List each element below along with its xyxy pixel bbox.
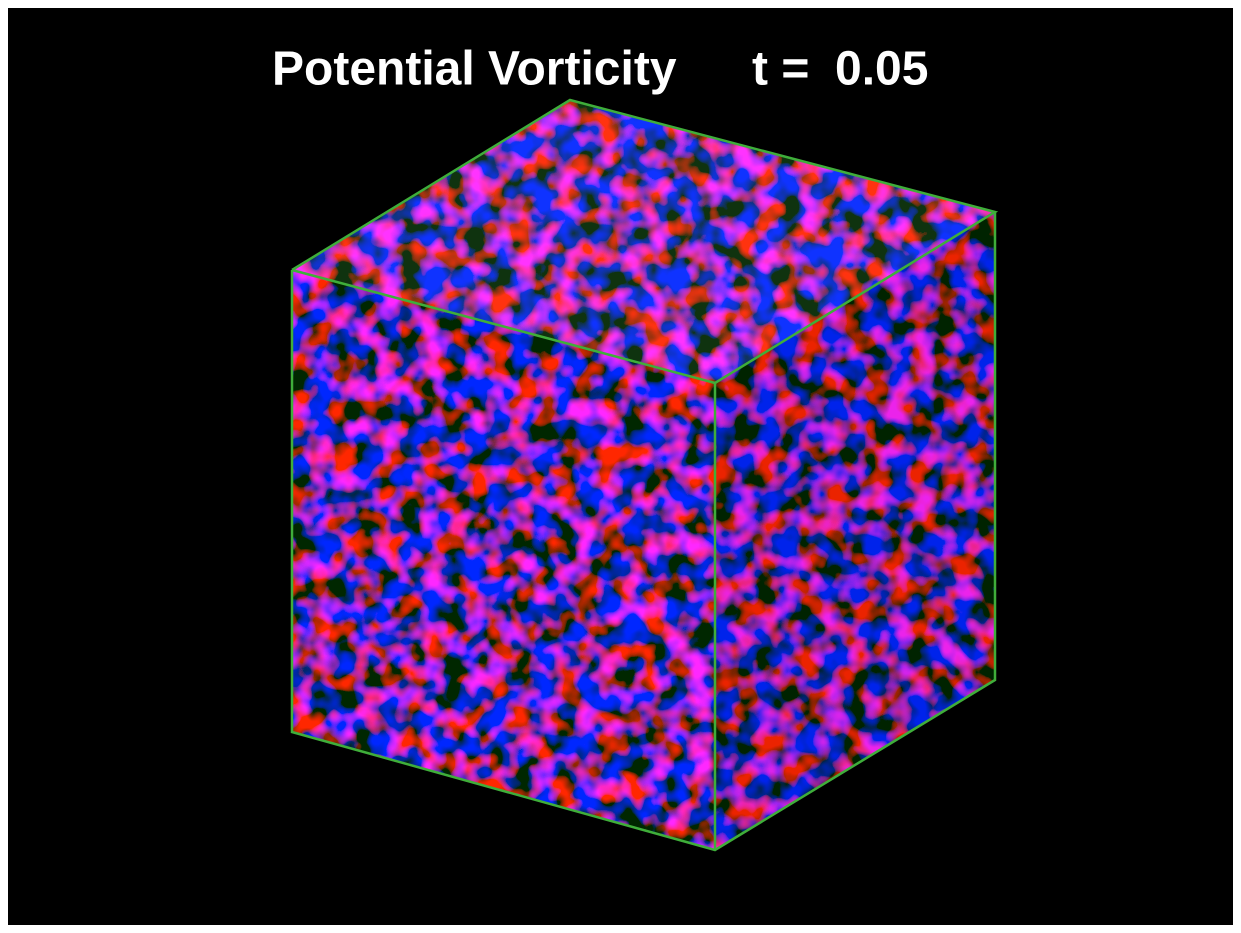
page: Potential Vorticity t = 0.05 (() => { co… — [0, 0, 1241, 933]
time-label: t = — [752, 43, 809, 96]
time-value: 0.05 — [835, 43, 928, 96]
visualization: Potential Vorticity t = 0.05 — [0, 0, 1241, 933]
title: Potential Vorticity — [272, 43, 677, 96]
